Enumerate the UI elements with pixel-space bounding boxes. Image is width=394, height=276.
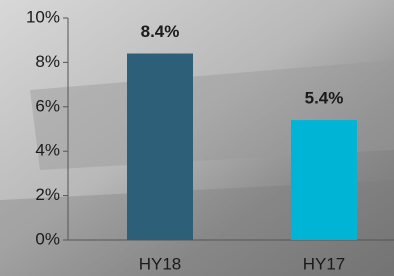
y-tick-label: 0% [35, 229, 60, 248]
bar [127, 54, 193, 240]
y-tick-label: 6% [35, 96, 60, 115]
y-tick-label: 2% [35, 185, 60, 204]
chart: 0% 2% 4% 6% 8% 10% HY18 8.4% HY17 5.4% [0, 0, 394, 276]
y-tick-label: 10% [26, 7, 60, 26]
x-tick-label: HY17 [303, 254, 346, 273]
y-tick-label: 4% [35, 141, 60, 160]
value-label: 5.4% [305, 89, 344, 108]
x-tick-label: HY18 [139, 254, 182, 273]
bar [291, 120, 357, 240]
value-label: 8.4% [141, 22, 180, 41]
y-tick-label: 8% [35, 52, 60, 71]
